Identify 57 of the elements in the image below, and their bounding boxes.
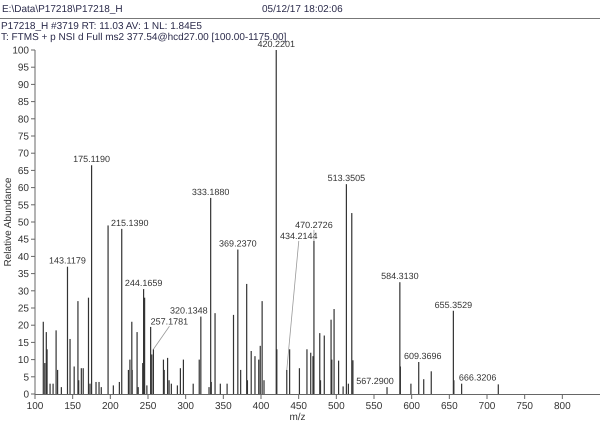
text: E:\Data\P17218\P17218_H — [2, 4, 123, 15]
annotation: 584.3130 — [381, 271, 419, 282]
y-tick-label: 45 — [18, 234, 30, 246]
annotation: 666.3206 — [458, 372, 496, 383]
y-tick-label: 75 — [18, 132, 30, 142]
x-tick-label: 800 — [554, 401, 572, 412]
y-tick-label: 50 — [18, 218, 30, 228]
y-tick-label: 90 — [18, 80, 30, 91]
annotation: 143.1179 — [49, 256, 86, 266]
annotation: 609.3696 — [404, 351, 442, 362]
x-tick-label: 700 — [478, 401, 496, 412]
y-tick-label: 55 — [18, 200, 30, 212]
y-axis-title: Relative Abundance — [3, 177, 14, 266]
annotation: 244.1659 — [124, 278, 162, 288]
annotation: 513.3505 — [328, 173, 366, 184]
x-tick-label: 450 — [290, 401, 308, 412]
chart-title: P17218_H #3719 RT: 11.03 AV: 1 NL: 1.84E5 — [1, 21, 202, 32]
annotation: 470.2726 — [295, 220, 333, 230]
y-tick-label: 65 — [18, 166, 30, 177]
annotation: 257.1781 — [150, 316, 188, 326]
x-tick-label: 600 — [403, 401, 420, 412]
x-tick-label: 650 — [440, 401, 458, 412]
y-tick-label: 25 — [18, 304, 30, 314]
x-tick-label: 400 — [252, 401, 270, 412]
annotation: 320.1348 — [170, 306, 208, 316]
x-tick-label: 250 — [140, 401, 157, 412]
x-tick-label: 150 — [64, 401, 82, 412]
x-tick-label: 350 — [214, 401, 232, 412]
y-tick-label: 95 — [18, 62, 30, 74]
y-tick-label: 10 — [18, 355, 30, 366]
y-tick-label: 0 — [23, 390, 30, 400]
y-tick-label: 5 — [23, 372, 30, 384]
x-tick-label: 500 — [328, 401, 346, 412]
y-tick-label: 70 — [18, 148, 30, 160]
annotation: 215.1390 — [110, 218, 149, 228]
y-tick-label: 15 — [18, 338, 30, 349]
annotation: 175.1190 — [73, 154, 110, 164]
annotation: 567.2900 — [356, 376, 394, 386]
annotation: 655.3529 — [434, 300, 472, 310]
x-tick-label: 200 — [102, 401, 120, 412]
annotation: 369.2370 — [219, 238, 257, 249]
annotation: 333.1880 — [192, 186, 230, 197]
y-tick-label: 20 — [18, 320, 30, 332]
annotation: 420.2201 — [257, 39, 296, 49]
x-axis-title: m/z — [289, 412, 306, 422]
y-tick-label: 80 — [18, 114, 30, 126]
annotation: 434.2144 — [280, 230, 318, 241]
y-tick-label: 35 — [18, 269, 30, 280]
x-tick-label: 300 — [177, 401, 194, 412]
y-tick-label: 40 — [18, 252, 30, 263]
y-tick-label: 60 — [18, 183, 30, 194]
text: 05/12/17 18:02:06 — [262, 4, 344, 15]
y-tick-label: 100 — [12, 46, 30, 56]
x-tick-label: 750 — [516, 401, 534, 412]
y-tick-label: 30 — [18, 286, 30, 298]
x-tick-label: 550 — [366, 401, 383, 412]
y-tick-label: 85 — [18, 97, 30, 108]
